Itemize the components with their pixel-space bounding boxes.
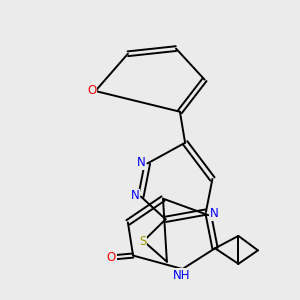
Text: N: N (137, 156, 146, 170)
Text: O: O (87, 84, 96, 97)
Text: N: N (209, 207, 218, 220)
Text: O: O (107, 250, 116, 263)
Text: N: N (130, 190, 139, 202)
Text: S: S (139, 235, 147, 248)
Text: NH: NH (173, 269, 191, 282)
